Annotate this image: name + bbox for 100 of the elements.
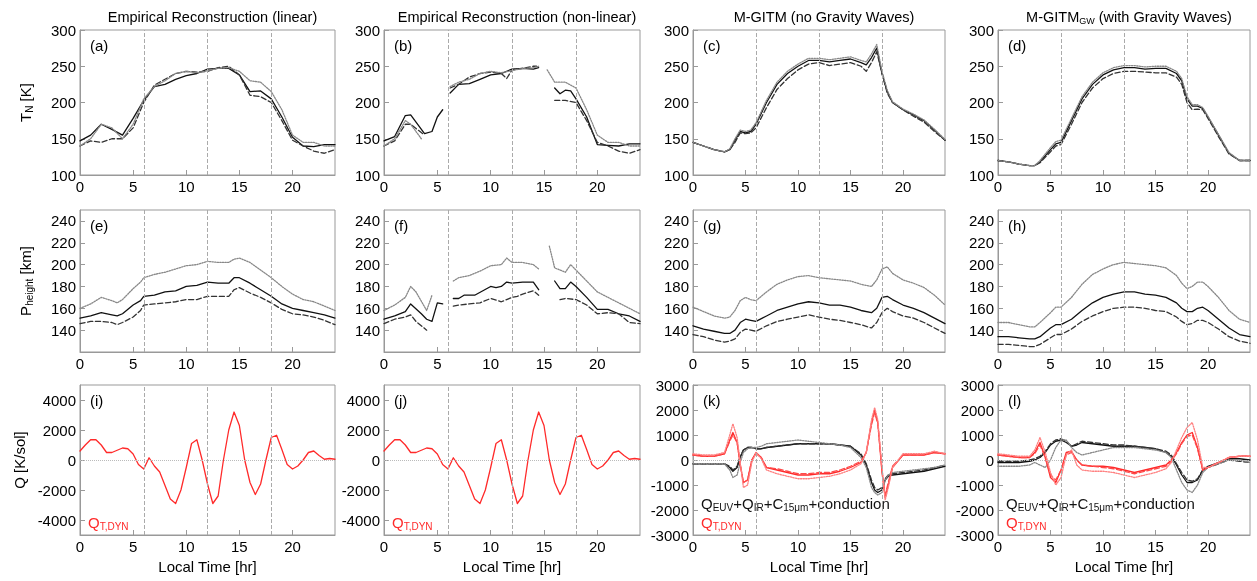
x-tick-label: 10 [789, 355, 807, 372]
x-axis-title: Local Time [hr] [1074, 558, 1174, 575]
y-tick-label: 200 [50, 94, 76, 111]
annotation: (j) [394, 392, 408, 409]
x-tick-label: 10 [482, 355, 500, 372]
y-tick-label: 250 [663, 57, 689, 75]
y-tick-label: 250 [968, 57, 994, 75]
y-tick-label: 240 [50, 212, 76, 230]
y-tick-label: 200 [968, 94, 994, 111]
y-tick-label: 140 [663, 321, 689, 339]
x-tick-label: 20 [894, 355, 912, 372]
x-tick-label: 20 [1199, 538, 1217, 555]
x-tick-label: 20 [894, 178, 912, 195]
chart-title: Empirical Reconstruction (linear) [107, 8, 318, 25]
y-tick-label: 220 [968, 234, 994, 252]
y-tick-label: 300 [663, 21, 689, 39]
y-tick-label: -2000 [955, 501, 994, 519]
x-tick-label: 10 [1094, 355, 1112, 372]
y-tick-label: 200 [663, 94, 689, 111]
x-tick-label: 5 [433, 178, 442, 195]
x-tick-label: 15 [842, 355, 859, 372]
y-tick-label: -4000 [341, 511, 380, 529]
x-tick-label: 5 [741, 355, 750, 372]
x-tick-label: 5 [741, 538, 750, 555]
y-axis-title: Pheight [km] [16, 246, 35, 316]
y-tick-label: 0 [371, 451, 380, 469]
y-tick-label: 2000 [42, 421, 76, 439]
x-tick-label: 20 [894, 538, 912, 555]
y-tick-label: 180 [354, 277, 380, 295]
y-tick-label: 240 [663, 212, 689, 230]
y-tick-label: 160 [663, 299, 689, 317]
y-tick-label: 250 [354, 57, 380, 75]
chart-title: M-GITM (no Gravity Waves) [733, 8, 915, 25]
annotation: (d) [1008, 37, 1027, 54]
x-tick-label: 5 [1046, 355, 1055, 372]
y-tick-label: 150 [50, 130, 76, 148]
y-tick-label: 140 [50, 321, 76, 339]
y-tick-label: 2000 [960, 401, 994, 419]
x-tick-label: 10 [177, 178, 195, 195]
y-tick-label: 200 [663, 256, 689, 274]
y-tick-label: -3000 [650, 526, 689, 544]
x-tick-label: 20 [588, 355, 606, 372]
y-tick-label: 4000 [346, 391, 380, 409]
x-tick-label: 5 [1046, 178, 1055, 195]
annotation: (f) [394, 217, 409, 234]
x-tick-label: 5 [128, 538, 138, 555]
x-tick-label: 15 [842, 178, 859, 195]
x-tick-label: 15 [1147, 178, 1164, 195]
annotation: (b) [394, 37, 413, 54]
x-tick-label: 20 [588, 178, 606, 195]
x-tick-label: 15 [1147, 355, 1164, 372]
x-tick-label: 15 [535, 178, 553, 195]
y-tick-label: 100 [968, 166, 994, 184]
x-tick-label: 20 [284, 355, 301, 372]
x-tick-label: 10 [177, 355, 195, 372]
x-tick-label: 15 [231, 538, 248, 555]
y-tick-label: 200 [354, 256, 380, 274]
y-tick-label: 3000 [655, 376, 689, 394]
y-tick-label: 1000 [960, 426, 994, 444]
y-axis-title: TN [K] [16, 83, 35, 122]
y-tick-label: 180 [663, 277, 689, 295]
y-tick-label: 200 [354, 94, 380, 111]
x-tick-label: 10 [482, 178, 500, 195]
x-axis-title: Local Time [hr] [158, 558, 257, 575]
x-tick-label: 15 [535, 538, 553, 555]
y-tick-label: 250 [50, 57, 76, 75]
annotation: (k) [703, 392, 721, 409]
x-tick-label: 15 [535, 355, 553, 372]
y-tick-label: 100 [663, 166, 689, 184]
y-tick-label: 3000 [960, 376, 994, 394]
y-tick-label: 300 [968, 21, 994, 39]
x-tick-label: 5 [741, 178, 750, 195]
x-tick-label: 15 [1147, 538, 1164, 555]
y-tick-label: 220 [663, 234, 689, 252]
y-tick-label: 150 [968, 130, 994, 148]
y-tick-label: 200 [968, 256, 994, 274]
y-tick-label: 180 [50, 277, 76, 295]
y-tick-label: 150 [354, 130, 380, 148]
y-tick-label: -3000 [955, 526, 994, 544]
annotation: (a) [90, 37, 109, 54]
y-tick-label: 0 [67, 451, 76, 469]
y-tick-label: 140 [968, 321, 994, 339]
y-tick-label: -1000 [650, 476, 689, 494]
y-tick-label: 220 [354, 234, 380, 252]
y-tick-label: 160 [354, 299, 380, 317]
y-tick-label: 300 [354, 21, 380, 39]
y-tick-label: -2000 [650, 501, 689, 519]
annotation: (h) [1008, 217, 1027, 234]
x-tick-label: 20 [1199, 178, 1217, 195]
chart-title: Empirical Reconstruction (non-linear) [397, 8, 637, 25]
y-tick-label: 220 [50, 234, 76, 252]
y-tick-label: 180 [968, 277, 994, 295]
y-axis-title: Q [K/sol] [10, 431, 28, 489]
y-tick-label: 160 [968, 299, 994, 317]
y-tick-label: 0 [680, 451, 689, 469]
x-tick-label: 10 [1094, 178, 1112, 195]
y-tick-label: 200 [50, 256, 76, 274]
annotation: (i) [90, 392, 104, 409]
x-tick-label: 20 [284, 178, 301, 195]
y-tick-label: 240 [968, 212, 994, 230]
